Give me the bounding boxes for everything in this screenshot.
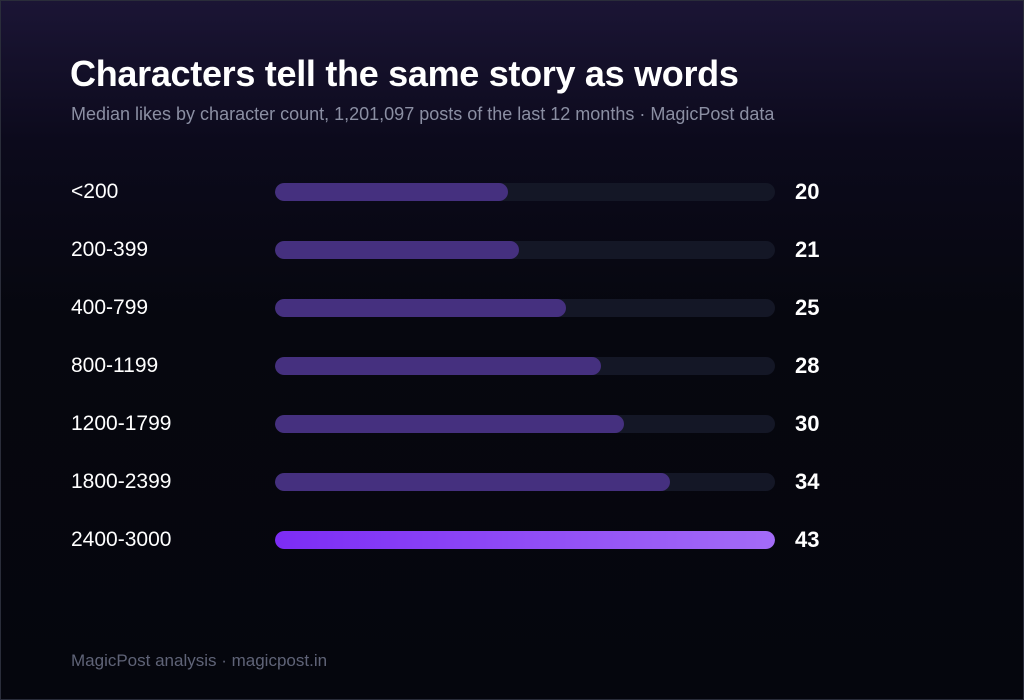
bar	[275, 183, 508, 201]
value-label: 30	[795, 411, 820, 436]
category-label: 400-799	[71, 296, 149, 319]
bar-track	[275, 241, 775, 259]
value-label: 34	[795, 469, 820, 494]
bar	[275, 241, 519, 259]
value-label: 20	[795, 179, 820, 204]
bar-row: <200 20	[1, 177, 1023, 207]
chart-title: Characters tell the same story as words	[70, 53, 739, 94]
bar-track	[275, 299, 775, 317]
bar	[275, 357, 601, 375]
bar	[275, 531, 775, 549]
bar	[275, 299, 566, 317]
bar-row: 200-399 21	[1, 235, 1023, 265]
chart-subtitle: Median likes by character count, 1,201,0…	[71, 104, 775, 124]
bar-track	[275, 357, 775, 375]
category-label: <200	[71, 180, 119, 203]
bar-track	[275, 531, 775, 549]
value-label: 25	[795, 295, 820, 320]
category-label: 2400-3000	[71, 528, 172, 551]
bar-row: 800-1199 28	[1, 351, 1023, 381]
bar-row: 1200-1799 30	[1, 409, 1023, 439]
bar-row: 1800-2399 34	[1, 467, 1023, 497]
bar	[275, 473, 670, 491]
value-label: 43	[795, 527, 820, 552]
value-label: 28	[795, 353, 820, 378]
bar-track	[275, 473, 775, 491]
chart-footer: MagicPost analysis · magicpost.in	[71, 651, 328, 670]
value-label: 21	[795, 237, 820, 262]
category-label: 800-1199	[71, 354, 159, 377]
category-label: 1800-2399	[71, 470, 172, 493]
category-label: 200-399	[71, 238, 149, 261]
bar-row: 400-799 25	[1, 293, 1023, 323]
bar-row: 2400-3000 43	[1, 525, 1023, 555]
bar	[275, 415, 624, 433]
bar-track	[275, 183, 775, 201]
category-label: 1200-1799	[71, 412, 172, 435]
bar-track	[275, 415, 775, 433]
